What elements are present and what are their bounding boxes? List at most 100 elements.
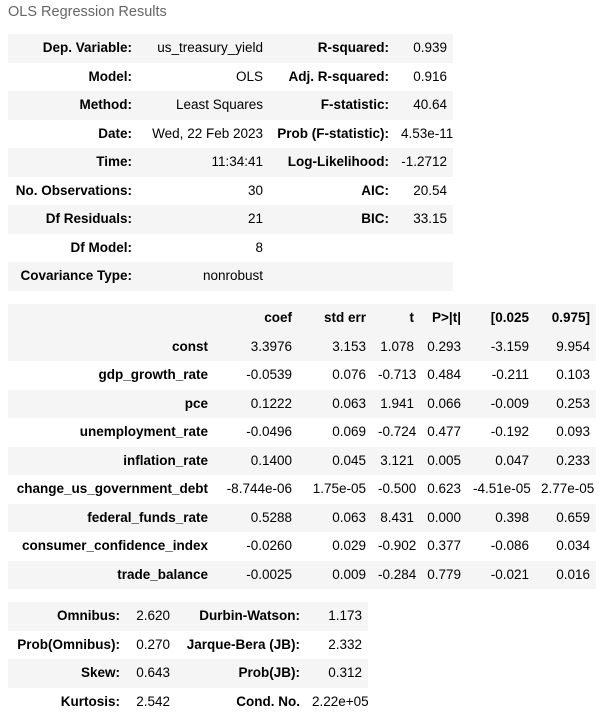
coefficient-cell: 0.045 xyxy=(332,452,366,468)
diagnostic-value: 2.542 xyxy=(136,693,170,709)
summary-value: 8 xyxy=(255,239,263,255)
coefficient-cell: 3.153 xyxy=(332,338,366,354)
summary-value: 0.916 xyxy=(413,68,447,84)
coefficient-cell: 3.3976 xyxy=(250,338,292,354)
coefficient-cell: 0.253 xyxy=(556,395,590,411)
coefficient-cell: 1.75e-05 xyxy=(312,481,366,496)
coefficient-cell: -0.724 xyxy=(378,424,417,439)
variable-name: federal_funds_rate xyxy=(87,509,208,525)
summary-label: Model: xyxy=(88,68,133,84)
variable-name: pce xyxy=(184,395,208,411)
diagnostics-table: Omnibus: 2.620 Durbin-Watson: 1.173 Prob… xyxy=(8,602,368,716)
coefficients-table: coef std err t P>|t| [0.025 0.975] const… xyxy=(8,304,596,589)
coefficient-cell: -0.713 xyxy=(378,367,417,382)
summary-value: 20.54 xyxy=(413,182,447,198)
summary-label: No. Observations: xyxy=(15,182,132,198)
diagnostic-label: Durbin-Watson: xyxy=(199,608,300,623)
diagnostic-label: Omnibus: xyxy=(57,608,120,623)
variable-name: gdp_growth_rate xyxy=(98,367,208,382)
table-row: Df Residuals: 21 BIC: 33.15 xyxy=(8,205,453,234)
table-row: Method: Least Squares F-statistic: 40.64 xyxy=(8,91,453,120)
variable-name: unemployment_rate xyxy=(79,424,208,439)
coefficient-cell: -0.021 xyxy=(490,566,529,582)
coefficient-cell: 0.5288 xyxy=(250,509,292,525)
coefficient-cell: 9.954 xyxy=(556,338,590,354)
summary-value: 11:34:41 xyxy=(211,154,263,169)
coefficient-cell: 0.398 xyxy=(495,509,529,525)
summary-label: Covariance Type: xyxy=(20,268,132,283)
coefficient-cell: -4.51e-05 xyxy=(473,481,531,496)
coefficient-cell: 0.1400 xyxy=(250,452,292,468)
coefficient-cell: 8.431 xyxy=(380,509,414,525)
summary-label: Date: xyxy=(98,125,132,141)
summary-value: 33.15 xyxy=(413,211,447,226)
summary-label: Prob (F-statistic): xyxy=(277,125,389,141)
variable-name: trade_balance xyxy=(117,566,208,582)
coefficient-cell: 0.103 xyxy=(556,367,590,382)
coefficient-cell: -0.0496 xyxy=(246,424,292,439)
diagnostic-value: 1.173 xyxy=(328,608,362,623)
table-row: Kurtosis: 2.542 Cond. No. 2.22e+05 xyxy=(8,687,368,716)
table-row: trade_balance -0.0025 0.009 -0.284 0.779 -0.0… xyxy=(8,560,596,589)
coefficient-cell: 0.623 xyxy=(427,481,461,496)
coefficient-cell: 0.063 xyxy=(332,509,366,525)
summary-value xyxy=(395,234,453,263)
coefficient-cell: -0.086 xyxy=(490,538,529,553)
coefficient-cell: -0.902 xyxy=(378,538,417,553)
diagnostic-label: Skew: xyxy=(80,665,120,680)
table-row: gdp_growth_rate -0.0539 0.076 -0.713 0.484 -0… xyxy=(8,361,596,390)
summary-value: us_treasury_yield xyxy=(157,40,263,55)
summary-value: Least Squares xyxy=(175,97,263,112)
summary-label: Time: xyxy=(96,154,132,169)
summary-label: Method: xyxy=(79,97,132,112)
coefficient-cell: 0.000 xyxy=(427,509,461,525)
diagnostic-value: 0.312 xyxy=(328,665,362,680)
table-row: unemployment_rate -0.0496 0.069 -0.724 0.477… xyxy=(8,418,596,447)
summary-value: 40.64 xyxy=(413,97,447,112)
summary-label: BIC: xyxy=(361,211,389,226)
column-header: [0.025 xyxy=(490,310,529,325)
diagnostic-value: 2.620 xyxy=(136,608,170,623)
table-row: Prob(Omnibus): 0.270 Jarque-Bera (JB): 2… xyxy=(8,630,368,659)
summary-label: Adj. R-squared: xyxy=(288,68,389,84)
coefficient-cell: 0.063 xyxy=(332,395,366,411)
diagnostic-value: 0.643 xyxy=(136,665,170,680)
coefficient-cell: -8.744e-06 xyxy=(226,481,292,496)
table-row: federal_funds_rate 0.5288 0.063 8.431 0.000 0… xyxy=(8,503,596,532)
coefficient-cell: 0.477 xyxy=(427,424,461,439)
coefficient-cell: -0.0025 xyxy=(246,566,292,582)
column-header: P>|t| xyxy=(432,310,461,325)
table-row: pce 0.1222 0.063 1.941 0.066 -0.009 0.253 xyxy=(8,389,596,418)
diagnostic-label: Cond. No. xyxy=(236,693,300,709)
table-caption: OLS Regression Results xyxy=(8,4,167,20)
table-row: Date: Wed, 22 Feb 2023 Prob (F-statistic… xyxy=(8,119,453,148)
column-header: t xyxy=(409,310,415,325)
diagnostic-label: Kurtosis: xyxy=(60,693,120,709)
column-header: coef xyxy=(264,310,292,325)
coefficient-cell: 0.066 xyxy=(427,395,461,411)
summary-value: OLS xyxy=(235,68,263,84)
summary-label: Df Model: xyxy=(70,239,133,255)
summary-value: 4.53e-11 xyxy=(401,125,453,141)
coefficient-cell: 1.941 xyxy=(380,395,414,411)
table-row: Time: 11:34:41 Log-Likelihood: -1.2712 xyxy=(8,148,453,177)
summary-value: 0.939 xyxy=(413,40,447,55)
variable-name: inflation_rate xyxy=(123,452,208,468)
coefficient-cell: 0.484 xyxy=(427,367,461,382)
table-row: inflation_rate 0.1400 0.045 3.121 0.005 0.047… xyxy=(8,446,596,475)
summary-label: R-squared: xyxy=(317,40,389,55)
coefficient-cell: -0.192 xyxy=(490,424,529,439)
table-row: Dep. Variable: us_treasury_yield R-squar… xyxy=(8,34,453,63)
table-row: change_us_government_debt -8.744e-06 1.75e… xyxy=(8,475,596,504)
diagnostic-label: Jarque-Bera (JB): xyxy=(186,636,300,652)
coefficient-cell: -0.500 xyxy=(378,481,417,496)
summary-label: Log-Likelihood: xyxy=(287,154,389,169)
summary-label xyxy=(269,234,395,263)
coefficient-cell: 0.093 xyxy=(556,424,590,439)
diagnostic-label: Prob(Omnibus): xyxy=(17,636,120,652)
coefficient-cell: 0.1222 xyxy=(250,395,292,411)
table-row: Skew: 0.643 Prob(JB): 0.312 xyxy=(8,659,368,688)
coefficient-cell: 0.377 xyxy=(427,538,461,553)
table-row: Model: OLS Adj. R-squared: 0.916 xyxy=(8,62,453,91)
coefficient-cell: 0.009 xyxy=(332,566,366,582)
